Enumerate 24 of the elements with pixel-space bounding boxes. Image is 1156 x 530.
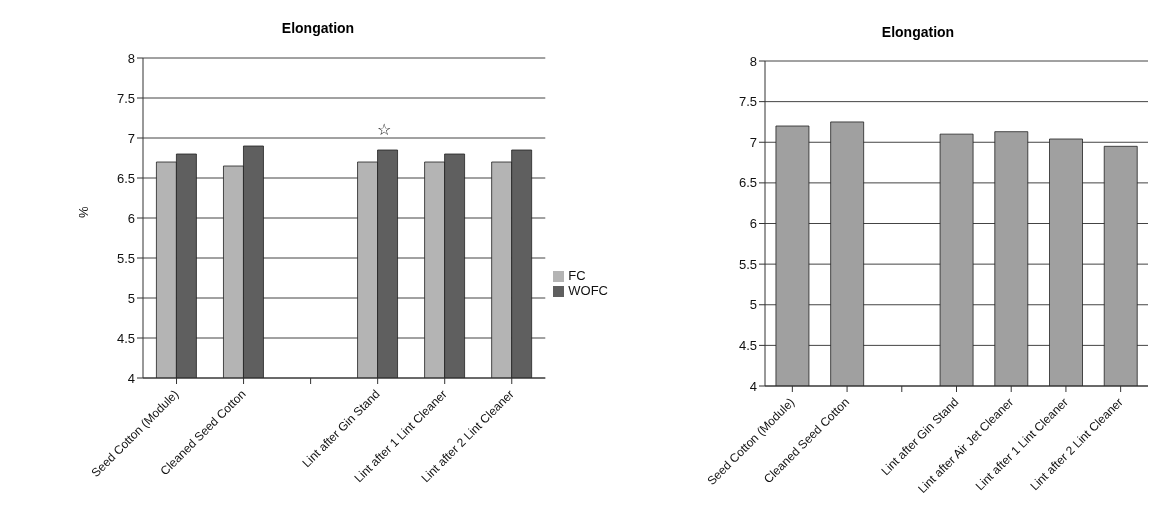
y-tick-label: 5	[127, 290, 135, 306]
y-tick-label: 7	[749, 134, 757, 150]
legend-label: WOFC	[568, 283, 608, 298]
y-tick-label: 5	[749, 297, 757, 313]
y-tick-label: 8	[749, 53, 757, 69]
y-tick-label: 7.5	[116, 90, 135, 106]
y-tick-label: 6	[749, 216, 757, 232]
annotation: ☆	[377, 120, 391, 139]
y-tick-label: 6	[127, 210, 135, 226]
legend-label: FC	[568, 268, 586, 283]
y-tick-label: 5.5	[738, 256, 757, 272]
chart-title: Elongation	[280, 19, 356, 38]
y-tick-label: 7.5	[738, 94, 757, 110]
y-tick-label: 5.5	[116, 250, 135, 266]
chart-title: Elongation	[881, 24, 955, 40]
y-tick-label: 8	[127, 50, 135, 66]
y-tick-label: 7	[127, 130, 135, 146]
y-tick-label: 6.5	[116, 170, 135, 186]
y-tick-label: 4.5	[738, 337, 757, 353]
y-tick-label: 4	[749, 378, 757, 394]
y-tick-label: 6.5	[738, 175, 757, 191]
y-axis-title: %	[75, 206, 91, 218]
y-tick-label: 4.5	[116, 330, 135, 346]
y-tick-label: 4	[127, 370, 135, 386]
